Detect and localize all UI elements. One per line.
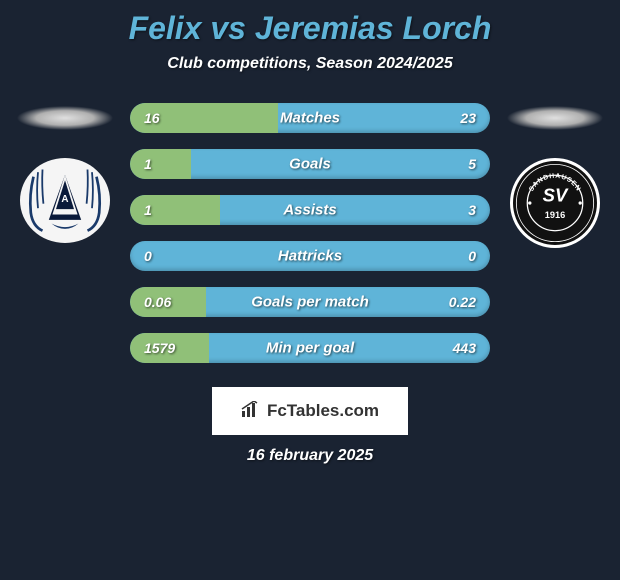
- stat-value-right: 5: [468, 156, 476, 172]
- site-name: FcTables.com: [267, 401, 379, 421]
- sandhausen-logo-icon: SANDHAUSEN SV 1916: [513, 161, 597, 245]
- stat-row: 0 Hattricks 0: [130, 241, 490, 271]
- svg-text:SV: SV: [543, 184, 569, 205]
- footer-date: 16 february 2025: [0, 447, 620, 465]
- stat-label: Min per goal: [266, 340, 354, 357]
- stat-label: Goals per match: [251, 294, 369, 311]
- stat-value-right: 443: [453, 340, 476, 356]
- stat-row: 1 Goals 5: [130, 149, 490, 179]
- stat-label: Assists: [283, 202, 336, 219]
- stat-value-right: 3: [468, 202, 476, 218]
- left-team-logo: A: [20, 158, 110, 243]
- stat-value-left: 1: [144, 202, 152, 218]
- stat-row: 1579 Min per goal 443: [130, 333, 490, 363]
- comparison-infographic: Felix vs Jeremias Lorch Club competition…: [0, 0, 620, 580]
- stat-label: Hattricks: [278, 248, 342, 265]
- chart-icon: [241, 401, 261, 422]
- right-team-logo: SANDHAUSEN SV 1916: [510, 158, 600, 248]
- right-player-photo: [505, 103, 605, 133]
- stat-row: 16 Matches 23: [130, 103, 490, 133]
- logo-year: 1916: [545, 210, 566, 220]
- stat-value-left: 1579: [144, 340, 175, 356]
- site-badge: FcTables.com: [212, 387, 408, 435]
- stat-value-left: 16: [144, 110, 160, 126]
- stat-value-left: 0.06: [144, 294, 171, 310]
- stat-value-left: 1: [144, 156, 152, 172]
- main-content: A 16Matches231Goals51Assists30Hattricks0…: [0, 103, 620, 379]
- stat-label: Matches: [280, 110, 340, 127]
- stat-value-right: 23: [460, 110, 476, 126]
- arminia-logo-icon: A: [20, 157, 110, 245]
- bar-fill-left: [130, 149, 191, 179]
- left-player-photo: [15, 103, 115, 133]
- svg-text:A: A: [61, 193, 68, 204]
- stat-value-right: 0: [468, 248, 476, 264]
- left-side: A: [10, 103, 120, 243]
- stats-bars: 16 Matches 23 1 Goals 5 1 Assists 3 0 Hattricks 0 0.…: [130, 103, 490, 379]
- stat-value-right: 0.22: [449, 294, 476, 310]
- stat-label: Goals: [289, 156, 331, 173]
- page-subtitle: Club competitions, Season 2024/2025: [0, 55, 620, 73]
- stat-row: 0.06 Goals per match 0.22: [130, 287, 490, 317]
- stat-row: 1 Assists 3: [130, 195, 490, 225]
- page-title: Felix vs Jeremias Lorch: [0, 10, 620, 47]
- right-side: SANDHAUSEN SV 1916: [500, 103, 610, 248]
- stat-value-left: 0: [144, 248, 152, 264]
